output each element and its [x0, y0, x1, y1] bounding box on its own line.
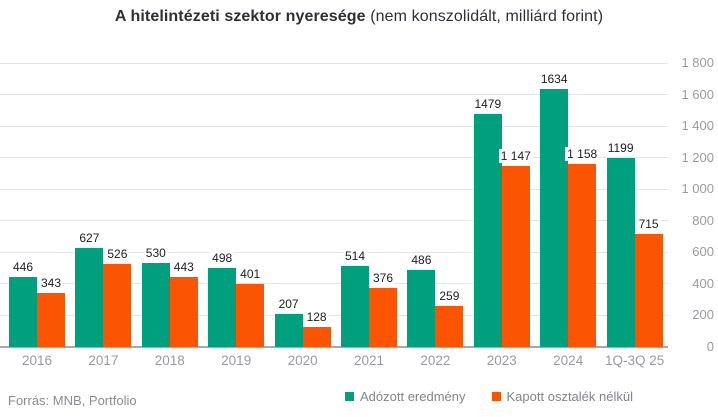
- bar-value-label: 1479: [472, 96, 504, 111]
- x-axis-line: [0, 346, 668, 348]
- gridline: [0, 314, 668, 316]
- bar-adozott-eredmeny: [407, 270, 436, 347]
- gridline: [0, 188, 668, 190]
- legend: Adózott eredmény Kapott osztalék nélkül: [345, 389, 633, 404]
- bar-value-label: 514: [342, 248, 368, 263]
- gridline: [0, 94, 668, 96]
- bar-adozott-eredmeny: [274, 314, 303, 347]
- bar-value-label: 715: [636, 217, 661, 232]
- source-note: Forrás: MNB, Portfolio: [8, 393, 137, 408]
- bar-adozott-eredmeny: [341, 265, 369, 347]
- bar-value-label: 401: [238, 266, 263, 281]
- bar-value-label: 1199: [605, 140, 636, 155]
- legend-item: Kapott osztalék nélkül: [491, 389, 633, 404]
- chart-title-main: A hitelintézeti szektor nyeresége: [114, 8, 366, 25]
- bar-value-label: 486: [409, 253, 434, 268]
- y-tick-label: 1 600: [681, 86, 714, 102]
- x-tick-label: 2024: [553, 353, 584, 368]
- bar-adozott-eredmeny: [473, 113, 502, 347]
- legend-swatch-icon: [345, 392, 354, 401]
- x-tick-label: 1Q-3Q 25: [604, 353, 665, 368]
- gridline: [0, 62, 668, 64]
- bar-adozott-eredmeny: [9, 276, 37, 347]
- legend-label: Adózott eredmény: [360, 389, 466, 404]
- y-tick-label: 1 200: [681, 149, 714, 165]
- chart-title: A hitelintézeti szektor nyeresége (nem k…: [0, 8, 718, 26]
- gridline: [0, 220, 668, 222]
- y-tick-label: 400: [692, 275, 714, 291]
- chart-title-sub: (nem konszolidált, milliárd forint): [365, 8, 604, 25]
- bar-kapott-osztalek-nelkul: [103, 264, 132, 347]
- bar-value-label: 128: [304, 309, 329, 324]
- y-tick-label: 1 800: [681, 55, 714, 70]
- bar-adozott-eredmeny: [141, 263, 170, 347]
- bar-kapott-osztalek-nelkul: [169, 277, 198, 347]
- bar-value-label: 443: [171, 260, 196, 275]
- x-tick-label: 2020: [287, 353, 318, 368]
- bar-kapott-osztalek-nelkul: [568, 164, 597, 347]
- bar-adozott-eredmeny: [606, 157, 635, 347]
- bar-value-label: 259: [437, 289, 462, 304]
- bar-value-label: 526: [105, 247, 130, 261]
- bar-kapott-osztalek-nelkul: [37, 292, 65, 347]
- bar-value-label: 1 147: [498, 149, 533, 164]
- bar-value-label: 376: [370, 270, 396, 285]
- gridline: [0, 251, 668, 253]
- bar-kapott-osztalek-nelkul: [634, 234, 663, 347]
- bar-adozott-eredmeny: [75, 248, 104, 347]
- legend-label: Kapott osztalék nélkül: [506, 389, 633, 404]
- gridline: [0, 157, 668, 159]
- x-tick-label: 2021: [353, 353, 385, 368]
- x-tick-label: 2018: [154, 353, 185, 368]
- bar-value-label: 530: [143, 246, 168, 261]
- gridline: [0, 125, 668, 127]
- x-tick-label: 2022: [420, 353, 451, 368]
- bar-value-label: 1 158: [565, 147, 600, 162]
- bar-kapott-osztalek-nelkul: [369, 287, 397, 347]
- legend-item: Adózott eredmény: [345, 389, 466, 404]
- y-tick-label: 200: [692, 307, 714, 323]
- x-tick-label: 2016: [21, 353, 53, 368]
- bar-value-label: 446: [10, 259, 36, 274]
- bar-kapott-osztalek-nelkul: [501, 166, 530, 347]
- bar-adozott-eredmeny: [540, 89, 569, 347]
- bar-value-label: 1634: [538, 72, 570, 87]
- bar-adozott-eredmeny: [208, 268, 237, 347]
- y-tick-label: 1 400: [681, 118, 714, 134]
- x-tick-label: 2019: [221, 353, 252, 368]
- bar-value-label: 627: [77, 231, 102, 246]
- x-tick-label: 2023: [486, 353, 517, 368]
- y-tick-label: 1 000: [681, 181, 714, 197]
- x-tick-label: 2017: [88, 353, 119, 368]
- bar-value-label: 343: [38, 275, 64, 290]
- bar-kapott-osztalek-nelkul: [236, 283, 265, 347]
- bar-value-label: 207: [276, 297, 301, 312]
- gridline: [0, 283, 668, 285]
- y-tick-label: 0: [706, 339, 714, 354]
- bar-kapott-osztalek-nelkul: [302, 326, 331, 347]
- legend-swatch-icon: [491, 392, 501, 401]
- y-tick-label: 600: [692, 244, 714, 260]
- y-tick-label: 800: [692, 212, 714, 228]
- bar-kapott-osztalek-nelkul: [435, 306, 464, 347]
- bar-value-label: 498: [210, 251, 235, 266]
